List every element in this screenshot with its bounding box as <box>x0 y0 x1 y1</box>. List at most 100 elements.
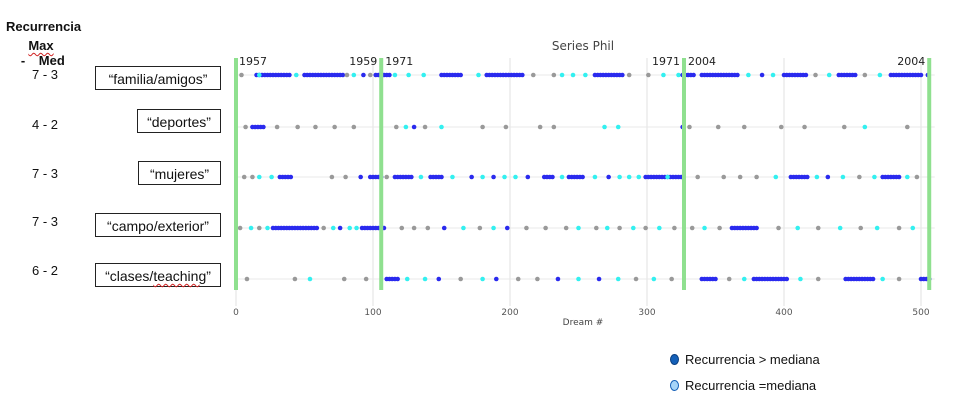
data-point-equal-median <box>602 124 607 130</box>
data-point-below-median <box>250 174 255 180</box>
chart-title: Series Phil <box>552 39 614 53</box>
data-point-below-median <box>717 225 722 231</box>
max-med-header: Max - Med <box>6 38 76 68</box>
data-point-above-median <box>596 276 602 282</box>
data-point-equal-median <box>661 72 666 78</box>
data-point-above-median <box>436 276 442 282</box>
data-point-above-median <box>409 174 414 180</box>
data-point-below-median <box>535 276 540 282</box>
data-point-below-median <box>737 174 743 180</box>
data-point-below-median <box>422 124 428 130</box>
data-point-below-median <box>672 225 677 231</box>
data-point-below-median <box>721 174 727 180</box>
data-point-equal-median <box>418 174 424 180</box>
data-point-equal-median <box>657 225 662 231</box>
data-point-below-median <box>813 72 818 78</box>
data-point-below-median <box>313 124 318 130</box>
data-point-above-median <box>759 72 765 78</box>
data-point-equal-median <box>636 174 642 180</box>
data-point-equal-median <box>502 174 507 180</box>
category-label-clases-end: ” <box>206 268 211 284</box>
data-point-equal-median <box>293 72 299 78</box>
data-point-below-median <box>594 225 599 231</box>
data-point-equal-median <box>651 276 657 282</box>
data-point-below-median <box>689 225 695 231</box>
data-point-below-median <box>857 174 862 180</box>
data-point-equal-median <box>450 174 455 180</box>
data-point-above-median <box>803 72 809 78</box>
data-point-equal-median <box>461 225 466 231</box>
data-point-equal-median <box>570 72 576 78</box>
period-year-label: 2004 <box>897 55 925 68</box>
data-point-below-median <box>480 124 485 130</box>
data-point-equal-median <box>559 174 565 180</box>
legend-swatch-above <box>670 354 679 365</box>
category-label-campo: “campo/exterior” <box>95 213 221 237</box>
data-point-equal-median <box>513 174 518 180</box>
data-point-equal-median <box>406 72 411 78</box>
data-point-equal-median <box>256 174 262 180</box>
data-point-equal-median <box>626 174 632 180</box>
category-label-mujeres: “mujeres” <box>138 161 221 185</box>
data-point-below-median <box>363 276 369 282</box>
recurrence-value-5: 6 - 2 <box>31 263 58 278</box>
period-year-label: 2004 <box>688 55 716 68</box>
data-point-above-median <box>439 174 444 180</box>
data-point-above-median <box>387 72 392 78</box>
data-point-below-median <box>243 124 248 130</box>
recurrence-value-3: 7 - 3 <box>31 166 58 181</box>
data-point-above-median <box>620 72 625 78</box>
data-point-equal-median <box>307 276 313 282</box>
x-axis-label: Dream # <box>563 318 604 328</box>
data-point-equal-median <box>604 225 610 231</box>
data-point-equal-median <box>773 174 779 180</box>
data-point-equal-median <box>615 124 621 130</box>
data-point-equal-median <box>559 72 565 78</box>
data-point-equal-median <box>476 72 481 78</box>
data-point-equal-median <box>583 72 588 78</box>
data-point-below-median <box>776 225 781 231</box>
data-point-below-median <box>669 276 674 282</box>
data-point-equal-median <box>910 225 916 231</box>
recurrence-value-1: 7 - 3 <box>31 67 58 82</box>
data-point-below-median <box>695 174 700 180</box>
data-point-equal-median <box>631 225 636 231</box>
data-point-below-median <box>862 72 868 78</box>
data-point-below-median <box>858 225 864 231</box>
data-point-above-median <box>804 174 810 180</box>
data-point-below-median <box>646 72 651 78</box>
data-point-equal-median <box>872 174 877 180</box>
data-point-below-median <box>344 72 350 78</box>
data-point-below-median <box>551 72 557 78</box>
data-point-equal-median <box>256 72 262 78</box>
data-point-below-median <box>503 124 509 130</box>
data-point-below-median <box>274 124 280 130</box>
data-point-equal-median <box>880 276 885 282</box>
data-point-equal-median <box>665 174 670 180</box>
data-point-below-median <box>815 276 821 282</box>
data-point-below-median <box>726 276 732 282</box>
data-point-below-median <box>477 225 483 231</box>
data-point-equal-median <box>480 174 485 180</box>
data-point-below-median <box>896 225 902 231</box>
data-point-below-median <box>543 225 548 231</box>
data-point-above-median <box>340 72 346 78</box>
data-point-above-median <box>555 276 561 282</box>
data-point-equal-median <box>480 276 485 282</box>
data-point-equal-median <box>874 225 880 231</box>
data-point-equal-median <box>347 225 353 231</box>
data-point-above-median <box>754 225 759 231</box>
data-point-below-median <box>425 225 431 231</box>
category-label-clases-start: “clases/ <box>105 268 154 284</box>
data-point-equal-median <box>439 124 444 130</box>
max-med-separator: - <box>17 53 29 68</box>
data-point-above-median <box>580 174 585 180</box>
legend-swatch-equal <box>670 380 679 391</box>
data-point-above-median <box>261 124 266 130</box>
data-point-equal-median <box>351 72 357 78</box>
data-point-below-median <box>295 124 300 130</box>
data-point-below-median <box>515 276 521 282</box>
data-point-below-median <box>563 225 569 231</box>
x-tick-label: 500 <box>912 308 929 318</box>
